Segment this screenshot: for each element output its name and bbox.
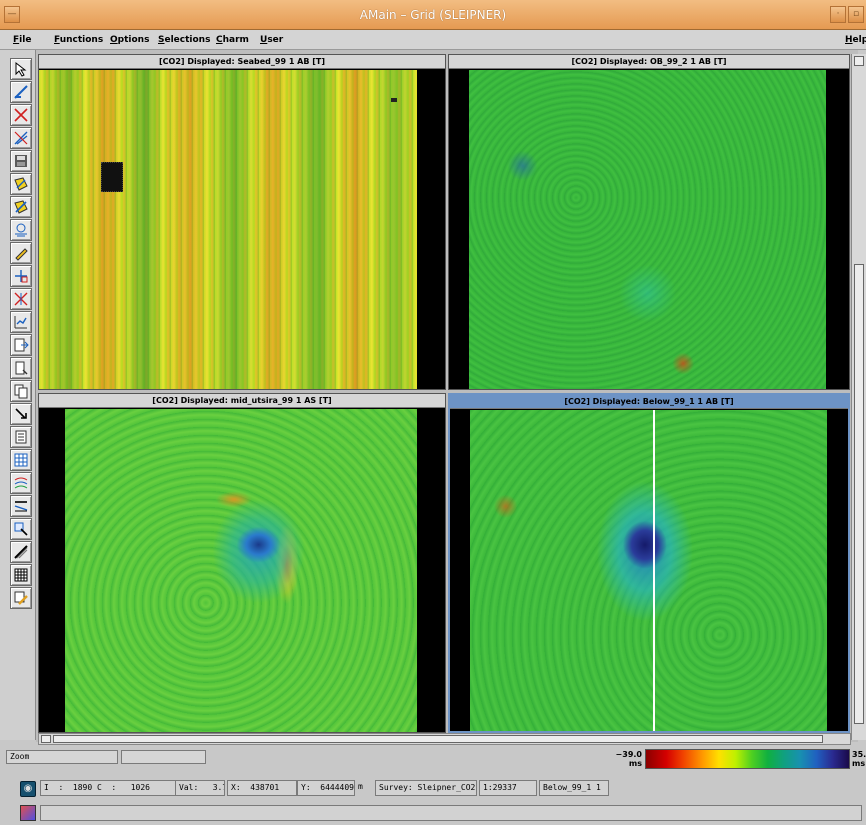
minimize-icon[interactable]: · — [830, 6, 846, 23]
left-toolbar — [0, 50, 36, 740]
table-icon[interactable] — [10, 564, 32, 586]
edit-icon[interactable] — [10, 587, 32, 609]
delete-icon[interactable] — [10, 104, 32, 126]
menu-file[interactable]: File — [13, 35, 32, 45]
horizontal-scrollbar[interactable] — [38, 733, 851, 745]
no-data-patch — [391, 98, 397, 102]
menu-options[interactable]: Options — [110, 35, 150, 45]
map-panel-ob[interactable]: [CO2] Displayed: OB_99_2 1 AB [T] — [448, 54, 850, 390]
cursor-icon[interactable] — [10, 58, 32, 80]
status-survey: Survey: Sleipner_CO2 — [375, 780, 477, 796]
status-bar: ◉ I : 1890 C : 1026 Val: 3.7 ms X: 43870… — [0, 778, 866, 800]
colorbar-max-label: 35.0 ms — [852, 750, 866, 768]
map-panel-seabed[interactable]: [CO2] Displayed: Seabed_99 1 AB [T] — [38, 54, 446, 390]
colorbar-min-label: −39.0 ms — [612, 750, 642, 768]
fill-icon[interactable] — [10, 173, 32, 195]
pattern-icon[interactable] — [10, 219, 32, 241]
menu-selections[interactable]: Selections — [158, 35, 211, 45]
menu-functions[interactable]: Functions — [54, 35, 104, 45]
panel-header: [CO2] Displayed: mid_utsira_99 1 AS [T] — [39, 394, 445, 408]
menu-charm[interactable]: Charm — [216, 35, 249, 45]
draw-icon[interactable] — [10, 81, 32, 103]
lines-icon[interactable] — [10, 495, 32, 517]
bottom-row — [0, 802, 866, 825]
scroll-thumb[interactable] — [53, 735, 823, 743]
title-bar: — AMain – Grid (SLEIPNER) · ▫ — [0, 0, 866, 30]
map-panel-mid-utsira[interactable]: [CO2] Displayed: mid_utsira_99 1 AS [T] — [38, 393, 446, 733]
pencil-icon[interactable] — [10, 242, 32, 264]
ruler-icon[interactable] — [10, 541, 32, 563]
maximize-icon[interactable]: ▫ — [848, 6, 864, 23]
import-icon[interactable] — [10, 334, 32, 356]
colorbar-min-unit: ms — [628, 759, 642, 768]
mid-utsira-map-image[interactable] — [65, 409, 417, 732]
curves-icon[interactable] — [10, 472, 32, 494]
status-x: X: 438701 — [227, 780, 297, 796]
message-field — [40, 805, 862, 821]
menu-user[interactable]: User — [260, 35, 284, 45]
window-menu-icon[interactable]: — — [4, 6, 20, 23]
status-eye-icon[interactable]: ◉ — [20, 781, 36, 797]
list-icon[interactable] — [10, 426, 32, 448]
insert-icon[interactable] — [10, 265, 32, 287]
status-grid: Below_99_1 1 — [539, 780, 609, 796]
cross-icon[interactable] — [10, 288, 32, 310]
grid-icon[interactable] — [10, 449, 32, 471]
arrow-icon[interactable] — [10, 403, 32, 425]
seabed-map-image[interactable] — [39, 70, 417, 389]
palette-icon[interactable] — [20, 805, 36, 821]
scroll-thumb[interactable] — [854, 264, 864, 724]
status-val: Val: 3.7 ms — [175, 780, 225, 796]
vertical-scrollbar[interactable] — [851, 54, 866, 740]
ob-map-image[interactable] — [469, 70, 826, 389]
pages-icon[interactable] — [10, 380, 32, 402]
menu-help[interactable]: Help — [845, 35, 866, 45]
fill2-icon[interactable] — [10, 196, 32, 218]
zoom-row: Zoom −39.0 ms 35.0 ms — [0, 745, 866, 775]
panel-header: [CO2] Displayed: Below_99_1 1 AB [T] — [450, 395, 848, 409]
color-scale-bar[interactable] — [645, 749, 850, 769]
panel-header: [CO2] Displayed: Seabed_99 1 AB [T] — [39, 55, 445, 69]
graph-icon[interactable] — [10, 127, 32, 149]
cross-section-line[interactable] — [653, 410, 655, 731]
menu-bar: File Functions Options Selections Charm … — [0, 30, 866, 50]
status-unit: m — [358, 782, 363, 791]
scroll-up-icon[interactable] — [854, 56, 864, 66]
status-scale: 1:29337 — [479, 780, 537, 796]
map-panel-below[interactable]: [CO2] Displayed: Below_99_1 1 AB [T] — [448, 393, 850, 733]
below-map-image[interactable] — [470, 410, 827, 731]
no-data-patch — [101, 162, 123, 192]
window-title: AMain – Grid (SLEIPNER) — [359, 8, 507, 22]
zoom-field[interactable]: Zoom — [6, 750, 118, 764]
panel-header: [CO2] Displayed: OB_99_2 1 AB [T] — [449, 55, 849, 69]
colorbar-max-value: 35.0 — [852, 750, 866, 759]
export-icon[interactable] — [10, 357, 32, 379]
status-y: Y: 6444409 — [297, 780, 355, 796]
zoom-value-field[interactable] — [121, 750, 206, 764]
plot-icon[interactable] — [10, 311, 32, 333]
zoom-icon[interactable] — [10, 518, 32, 540]
colorbar-max-unit: ms — [852, 759, 866, 768]
colorbar-min-value: −39.0 — [615, 750, 642, 759]
save-icon[interactable] — [10, 150, 32, 172]
scroll-left-icon[interactable] — [41, 735, 51, 743]
grid-view-area: [CO2] Displayed: Seabed_99 1 AB [T] [CO2… — [36, 50, 858, 742]
